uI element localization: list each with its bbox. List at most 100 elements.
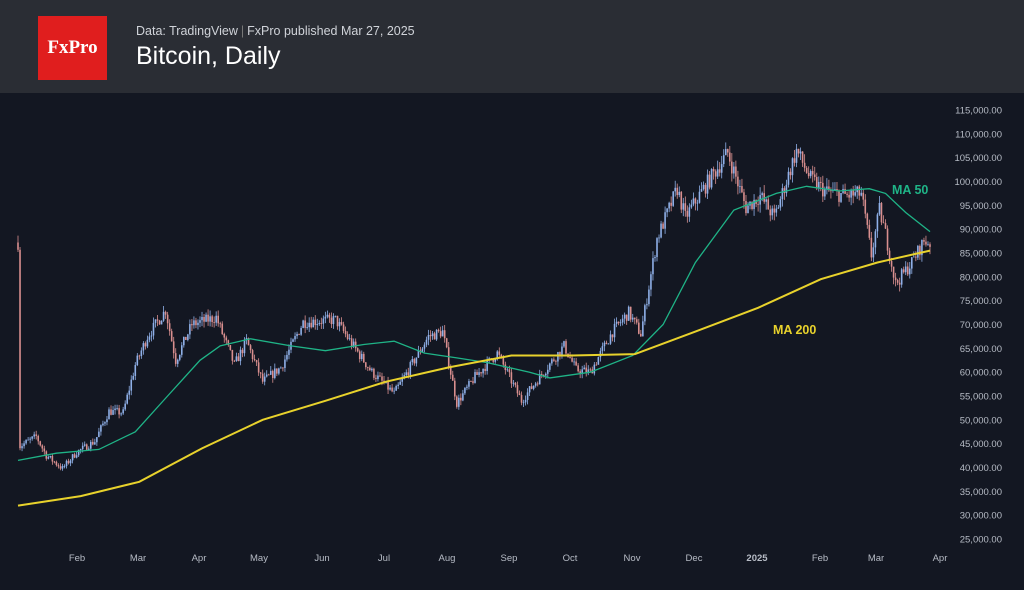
candle [621,314,624,326]
candle-body [156,319,159,321]
y-axis: 115,000.00 110,000.00 105,000.00 100,000.00… [954,106,1002,546]
candle [180,342,183,358]
candle [629,306,632,323]
candle [850,188,852,206]
candle-body [136,355,139,366]
candle-body [98,431,100,438]
candle-body [783,188,786,194]
candle [431,331,434,340]
candle-body [532,385,535,389]
candle-body [158,320,161,325]
candle [29,436,31,444]
candle-body [203,316,205,322]
y-tick-label: 30,000.00 [960,511,1002,522]
candle [106,415,108,426]
candle-body [330,317,333,325]
candle-body [720,164,723,173]
candle [344,326,347,338]
candle-body [522,402,525,404]
candle [209,310,211,327]
candle-body [409,362,412,376]
candle-body [294,336,296,340]
candle-body [185,336,187,340]
y-tick-label: 110,000.00 [955,129,1002,140]
candle-body [229,345,232,350]
candle-body [494,359,497,362]
candle-body [771,208,774,216]
candle [83,441,86,447]
candle [306,322,308,330]
candle [726,148,729,157]
candle-body [166,314,169,324]
candle [265,370,268,378]
candle [154,319,157,328]
candle-body [858,186,861,196]
candle-body [530,386,533,389]
candle [470,380,472,383]
candle-body [880,202,883,223]
candle [656,237,658,262]
candle-body [146,339,149,347]
candle [203,314,205,328]
y-tick-label: 90,000.00 [960,225,1002,236]
candle [720,155,723,179]
candle-body [89,441,92,449]
candle-body [698,191,701,203]
candle [870,231,873,262]
candle-body [108,409,110,420]
candle [379,372,381,377]
candle-body [415,357,418,364]
candle-body [672,191,674,206]
candle [142,341,145,355]
candle [476,369,478,376]
candle [852,185,854,204]
candle-body [189,324,191,335]
candle-body [884,223,887,229]
y-tick-label: 70,000.00 [960,320,1002,331]
candle-body [565,341,567,354]
candle [98,427,100,438]
candle-body [890,260,893,267]
candle-body [316,324,319,326]
candle-body [540,373,543,375]
candle-body [502,357,505,365]
candle [278,367,280,376]
candle [716,160,719,179]
candle [640,329,642,337]
candle [633,317,636,325]
x-tick-label: Mar [130,553,146,564]
candle [724,142,727,156]
candle-body [601,346,604,351]
candle [666,207,668,218]
candle-body [286,354,288,360]
candle [813,166,816,181]
candle-body [443,330,446,339]
candle-body [83,444,86,446]
candle [433,331,436,340]
candle-body [917,245,919,258]
candle [712,166,715,180]
candle [832,182,834,193]
candle [714,169,717,184]
candle [96,437,98,446]
y-tick-label: 40,000.00 [960,463,1002,474]
candle-body [322,318,325,324]
candle [927,241,929,246]
candle-body [292,339,294,342]
candle [518,390,521,396]
candle-body [866,213,869,225]
candle-body [769,209,772,216]
candle-body [79,449,82,451]
candle-body [579,371,581,374]
candle-body [41,445,44,449]
candle-body [468,381,470,387]
candle-body [124,403,126,410]
candle-body [259,372,262,374]
candle [771,205,774,220]
candle-body [393,390,395,392]
candle [676,183,679,199]
candle-body [862,192,865,200]
y-tick-label: 60,000.00 [960,368,1002,379]
candle-body [395,386,397,391]
candle-body [118,408,120,415]
